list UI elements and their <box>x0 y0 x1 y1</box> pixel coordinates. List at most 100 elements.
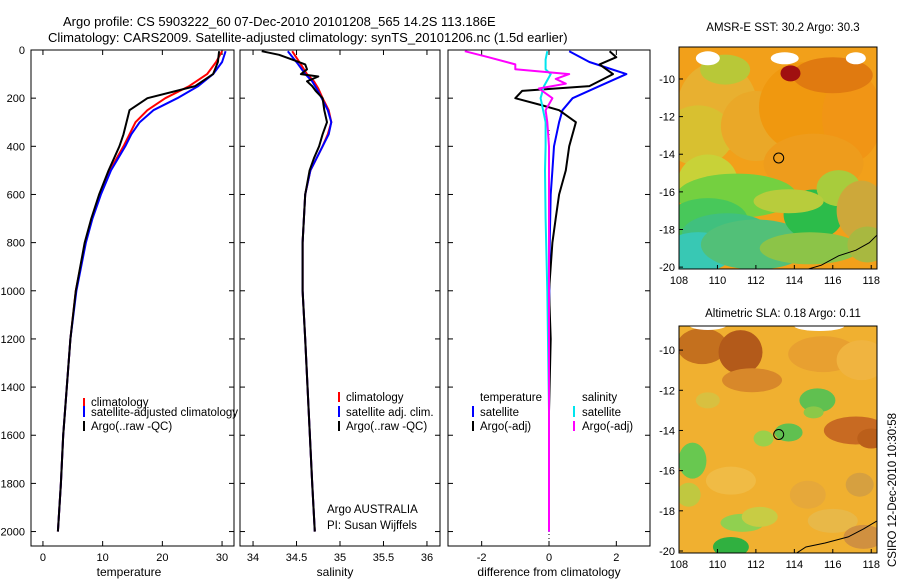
sla-field-patch <box>753 430 774 447</box>
title-line-2: Climatology: CARS2009. Satellite-adjuste… <box>48 30 568 45</box>
sst-field-patch <box>679 105 734 166</box>
coastline <box>806 234 877 269</box>
temperature-line-satellite-adjusted-climatology <box>56 50 227 532</box>
temperature-legend-clim: climatology <box>91 397 149 409</box>
salinity-xtick-label: 35.5 <box>373 552 394 564</box>
salinity-legend: climatology satellite adj. clim. Argo(..… <box>338 392 434 433</box>
salinity-x-label: salinity <box>317 565 354 579</box>
sla-field-patch <box>857 428 877 449</box>
sla-lon-label: 114 <box>786 559 804 571</box>
difference-xtick-label: 0 <box>546 552 552 564</box>
sla-field-patch <box>679 328 728 365</box>
sla-field-patch <box>679 482 701 507</box>
sla-map-panel: Altimetric SLA: 0.18 Argo: 0.11 108 110 11… <box>659 308 880 571</box>
sla-lat-label: -14 <box>659 425 675 437</box>
difference-legend-salinity: salinity <box>582 392 617 404</box>
temperature-legend: climatology satellite-adjusted climatolo… <box>83 397 238 433</box>
sla-field-patch <box>718 330 763 375</box>
salinity-panel: 34 34.5 35 35.5 36 salinity climatology sate… <box>239 49 441 579</box>
sst-lon-label: 118 <box>862 275 880 287</box>
sla-lon-label: 116 <box>824 559 842 571</box>
sst-field-patch <box>780 65 801 82</box>
sla-lat-label: -20 <box>659 546 675 558</box>
csiro-side-label: CSIRO 12-Dec-2010 10:30:58 <box>887 413 899 567</box>
argo-australia-label: Argo AUSTRALIA <box>327 504 418 516</box>
depth-tick-label: 2000 <box>1 527 25 539</box>
sla-argo-marker <box>773 428 785 440</box>
difference-line-salinity-argo-adj <box>464 50 571 532</box>
difference-legend-temp-sat: satellite <box>480 407 519 419</box>
temperature-x-label: temperature <box>97 565 162 579</box>
sst-lon-label: 108 <box>670 275 688 287</box>
sst-lat-label: -16 <box>659 187 675 199</box>
sla-field-patch <box>789 480 826 509</box>
difference-xtick-label: -2 <box>477 552 487 564</box>
sst-lon-label: 112 <box>747 275 765 287</box>
temperature-xtick-label: 20 <box>156 552 168 564</box>
sla-field-patch <box>741 506 778 527</box>
sla-field-patch <box>823 416 877 445</box>
sst-lon-label: 116 <box>824 275 842 287</box>
sla-map-title: Altimetric SLA: 0.18 Argo: 0.11 <box>705 308 861 320</box>
sst-map-title: AMSR-E SST: 30.2 Argo: 30.3 <box>706 22 859 34</box>
sla-field-patch <box>695 392 720 409</box>
sla-field-patch <box>774 423 803 442</box>
sst-field-patch <box>836 180 877 241</box>
sst-lon-label: 114 <box>786 275 804 287</box>
salinity-xtick-label: 35 <box>334 552 346 564</box>
sla-field-patch <box>843 524 877 549</box>
depth-tick-label: 1000 <box>1 286 25 298</box>
sla-field-patch <box>722 368 783 393</box>
difference-x-label: difference from climatology <box>477 565 620 579</box>
sla-field-patch <box>799 388 836 413</box>
sst-field-patch <box>753 189 824 214</box>
salinity-axes-frame <box>239 49 441 547</box>
sst-field <box>679 47 877 269</box>
salinity-legend-argo: Argo(..raw -QC) <box>346 421 427 433</box>
sla-field-patch <box>679 442 707 479</box>
sst-lat-label: -10 <box>659 74 675 86</box>
sst-field-patch <box>845 52 866 65</box>
sst-map-frame <box>678 46 878 270</box>
sla-lon-label: 118 <box>862 559 880 571</box>
sla-lat-label: -16 <box>659 466 675 478</box>
sla-field-patch <box>794 326 845 331</box>
sst-field-patch <box>847 226 877 263</box>
temperature-legend-argo: Argo(..raw -QC) <box>91 421 172 433</box>
sla-lon-label: 112 <box>747 559 765 571</box>
sst-argo-marker <box>773 152 785 164</box>
salinity-xtick-label: 36 <box>421 552 433 564</box>
depth-tick-label: 1400 <box>1 382 25 394</box>
difference-line-temperature-satellite <box>548 50 628 532</box>
sla-lat-label: -18 <box>659 506 675 518</box>
difference-legend-temp-argo: Argo(-adj) <box>480 421 531 433</box>
sla-field-patch <box>688 326 727 330</box>
difference-line-salinity-satellite <box>539 51 552 532</box>
temperature-legend-sat: satellite-adjusted climatology <box>91 407 238 419</box>
salinity-legend-clim: climatology <box>346 392 404 404</box>
depth-tick-label: 1200 <box>1 334 25 346</box>
depth-tick-label: 1600 <box>1 430 25 442</box>
sst-field-patch <box>759 232 860 265</box>
sla-lon-label: 108 <box>670 559 688 571</box>
sst-field-patch <box>695 51 720 66</box>
sst-lon-label: 110 <box>709 275 727 287</box>
difference-xtick-label: 2 <box>613 552 619 564</box>
temperature-xtick-label: 10 <box>97 552 109 564</box>
sla-lat-label: -10 <box>659 345 675 357</box>
temperature-axes-frame <box>30 49 235 547</box>
coastline <box>795 520 877 553</box>
temperature-panel: 0 10 20 30 0 200 400 600 800 1000 1200 1400 1600 1800… <box>1 45 239 579</box>
sla-field-patch <box>803 406 824 419</box>
sst-map-panel: AMSR-E SST: 30.2 Argo: 30.3 108 110 112 114… <box>659 22 880 287</box>
temperature-xtick-label: 0 <box>40 552 46 564</box>
sst-lat-label: -20 <box>659 262 675 274</box>
salinity-line-satellite-adj-clim <box>287 50 333 532</box>
salinity-xtick-label: 34 <box>247 552 259 564</box>
sla-field-patch <box>845 472 874 497</box>
difference-legend-sal-argo: Argo(-adj) <box>582 421 633 433</box>
salinity-legend-sat: satellite adj. clim. <box>346 407 434 419</box>
pi-label: PI: Susan Wijffels <box>327 520 417 532</box>
difference-legend: temperature satellite Argo(-adj) salinit… <box>472 392 633 433</box>
